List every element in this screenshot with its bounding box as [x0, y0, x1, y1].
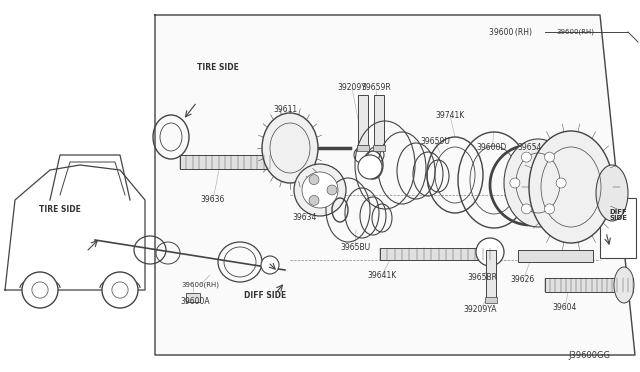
- Circle shape: [476, 238, 504, 266]
- Bar: [357, 145, 369, 151]
- Text: 39636: 39636: [201, 196, 225, 205]
- Bar: [486, 250, 496, 298]
- Ellipse shape: [529, 131, 613, 243]
- Text: 39600D: 39600D: [477, 144, 507, 153]
- Bar: [358, 95, 368, 145]
- Text: 39600(RH): 39600(RH): [556, 29, 594, 35]
- Ellipse shape: [504, 139, 572, 227]
- Ellipse shape: [614, 267, 634, 303]
- Text: 39641K: 39641K: [367, 270, 397, 279]
- Circle shape: [102, 272, 138, 308]
- Circle shape: [545, 204, 554, 214]
- Circle shape: [327, 185, 337, 195]
- Circle shape: [510, 178, 520, 188]
- Bar: [373, 145, 385, 151]
- Bar: [485, 297, 497, 303]
- Bar: [186, 293, 200, 302]
- Text: 39604: 39604: [553, 304, 577, 312]
- Circle shape: [556, 178, 566, 188]
- Text: 39209Y: 39209Y: [337, 83, 367, 93]
- Circle shape: [522, 204, 531, 214]
- Circle shape: [309, 174, 319, 185]
- Circle shape: [309, 195, 319, 205]
- Text: DIFF SIDE: DIFF SIDE: [244, 291, 286, 299]
- Text: 39654: 39654: [518, 144, 542, 153]
- Text: J39600GG: J39600GG: [568, 351, 610, 360]
- Text: 39209YA: 39209YA: [463, 305, 497, 314]
- Circle shape: [22, 272, 58, 308]
- Text: 39741K: 39741K: [435, 110, 465, 119]
- Text: 39634: 39634: [293, 214, 317, 222]
- Text: 3965BR: 3965BR: [467, 273, 497, 282]
- Text: 39659U: 39659U: [420, 138, 450, 147]
- Bar: [374, 95, 384, 145]
- Polygon shape: [155, 15, 635, 355]
- Bar: [180, 155, 270, 169]
- Ellipse shape: [596, 165, 628, 221]
- Circle shape: [32, 282, 48, 298]
- Ellipse shape: [262, 113, 318, 183]
- Bar: [600, 198, 636, 258]
- Circle shape: [294, 164, 346, 216]
- Text: 3965BU: 3965BU: [340, 244, 370, 253]
- Text: TIRE SIDE: TIRE SIDE: [39, 205, 81, 215]
- Circle shape: [545, 152, 554, 162]
- Text: 39600(RH): 39600(RH): [181, 282, 219, 288]
- Bar: [518, 250, 593, 262]
- Text: 39611: 39611: [273, 106, 297, 115]
- Text: 39600A: 39600A: [180, 298, 210, 307]
- Text: TIRE SIDE: TIRE SIDE: [197, 64, 239, 73]
- Circle shape: [112, 282, 128, 298]
- Circle shape: [522, 152, 531, 162]
- Circle shape: [261, 256, 279, 274]
- Text: 39600 (RH): 39600 (RH): [489, 28, 532, 36]
- Bar: [545, 278, 633, 292]
- Text: 39626: 39626: [511, 276, 535, 285]
- Bar: [380, 248, 490, 260]
- Circle shape: [302, 172, 338, 208]
- Circle shape: [358, 155, 382, 179]
- Text: DIFF
SIDE: DIFF SIDE: [609, 208, 627, 221]
- Text: 39659R: 39659R: [361, 83, 391, 93]
